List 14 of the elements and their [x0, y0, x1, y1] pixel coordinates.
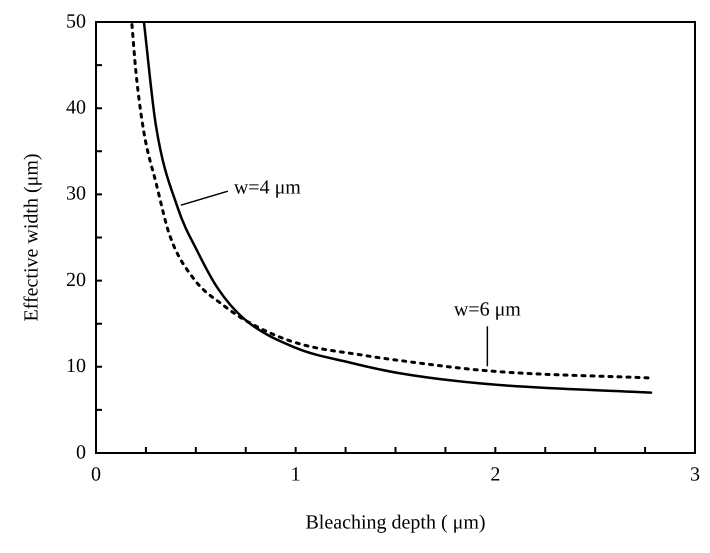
y-tick-label: 40: [66, 96, 86, 118]
y-axis-title: Effective width (μm): [20, 153, 42, 322]
annotation: w=6 μm: [454, 298, 522, 320]
y-tick-label: 10: [66, 355, 86, 378]
annotation: w=4 μm: [234, 176, 302, 198]
y-tick-label: 30: [66, 182, 86, 205]
y-tick-label: 0: [76, 441, 86, 464]
x-tick-label: 2: [490, 463, 500, 486]
x-tick-label: 0: [91, 463, 101, 486]
x-tick-label: 1: [290, 463, 301, 486]
y-tick-label: 20: [66, 268, 86, 291]
x-tick-label: 3: [690, 463, 700, 486]
y-tick-label: 50: [66, 10, 86, 32]
x-axis-title: Bleaching depth ( μm): [305, 511, 486, 534]
